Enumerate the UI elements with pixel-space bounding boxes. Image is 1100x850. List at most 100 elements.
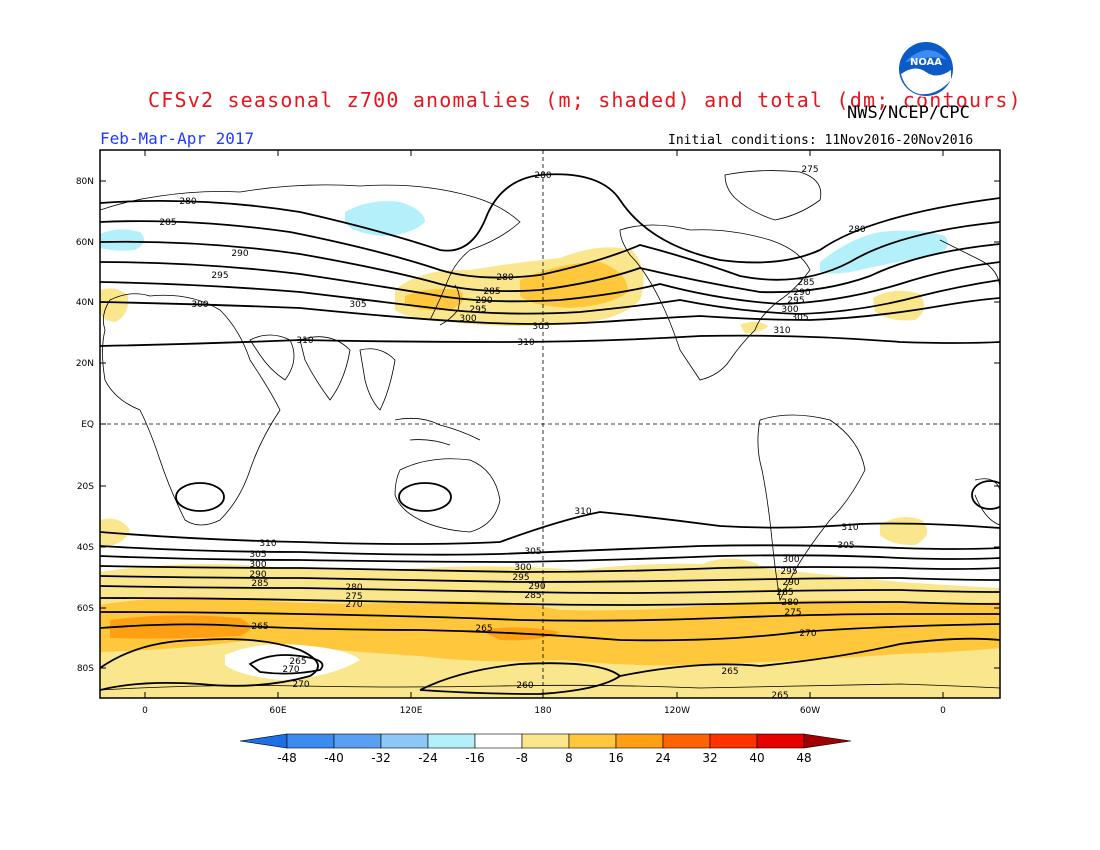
colorbar-segment bbox=[709, 733, 758, 749]
contour-label: 280 bbox=[496, 273, 513, 283]
colorbar-label: -40 bbox=[324, 751, 344, 765]
colorbar-segment bbox=[474, 733, 523, 749]
contour-label: 285 bbox=[797, 278, 814, 288]
lon-label: 60W bbox=[800, 706, 820, 716]
longitude-axis: 0 60E 120E 180 120W 60W 0 bbox=[142, 150, 946, 716]
contour-label: 275 bbox=[784, 608, 801, 618]
contour-label: 285 bbox=[524, 591, 541, 601]
colorbar-segment bbox=[756, 733, 805, 749]
contour-label: 285 bbox=[251, 579, 268, 589]
contour-label: 280 bbox=[848, 225, 865, 235]
contour-label: 295 bbox=[512, 573, 529, 583]
colorbar-segment bbox=[615, 733, 664, 749]
contour-label: 310 bbox=[773, 326, 790, 336]
contour-label: 270 bbox=[282, 665, 299, 675]
contour-label: 265 bbox=[289, 657, 306, 667]
contour-label: 305 bbox=[837, 541, 854, 551]
colorbar-segment bbox=[239, 733, 288, 749]
colorbar-segment bbox=[380, 733, 429, 749]
contour-label: 280 bbox=[345, 583, 362, 593]
season-label: Feb-Mar-Apr 2017 bbox=[100, 129, 255, 148]
colorbar-label: -16 bbox=[465, 751, 485, 765]
contour-label: 275 bbox=[801, 165, 818, 175]
contour-label: 290 bbox=[782, 578, 799, 588]
colorbar-label: 16 bbox=[608, 751, 623, 765]
contour-label: 270 bbox=[292, 680, 309, 690]
initial-conditions-label: Initial conditions: 11Nov2016-20Nov2016 bbox=[668, 133, 974, 148]
lat-label: 40N bbox=[76, 298, 94, 308]
coastlines bbox=[100, 170, 1000, 691]
colorbar-label: 48 bbox=[796, 751, 811, 765]
contour-label: 275 bbox=[345, 592, 362, 602]
lon-label: 0 bbox=[940, 706, 946, 716]
colorbar-segment bbox=[333, 733, 382, 749]
lat-label: 20N bbox=[76, 359, 94, 369]
lat-label: EQ bbox=[81, 420, 94, 430]
map-title: CFSv2 seasonal z700 anomalies (m; shaded… bbox=[148, 88, 1022, 112]
contour-label: 310 bbox=[574, 507, 591, 517]
contour-label: 300 bbox=[459, 314, 476, 324]
contour-label: 300 bbox=[191, 300, 208, 310]
lat-label: 20S bbox=[77, 482, 94, 492]
colorbar-segment bbox=[568, 733, 617, 749]
contour-label: 305 bbox=[791, 313, 808, 323]
contour-label: 305 bbox=[249, 550, 266, 560]
contour-label: 265 bbox=[721, 667, 738, 677]
contour-label: 265 bbox=[771, 691, 788, 701]
contour-label: 285 bbox=[776, 588, 793, 598]
contour-label: 300 bbox=[781, 305, 798, 315]
lon-label: 120W bbox=[664, 706, 690, 716]
contour-label: 310 bbox=[517, 338, 534, 348]
lon-label: 60E bbox=[269, 706, 286, 716]
colorbar-segment bbox=[662, 733, 711, 749]
contour-label: 310 bbox=[259, 539, 276, 549]
colorbar-segment bbox=[521, 733, 570, 749]
contour-label: 285 bbox=[483, 287, 500, 297]
colorbar-segment bbox=[427, 733, 476, 749]
colorbar-label: -32 bbox=[371, 751, 391, 765]
contour-label: 290 bbox=[231, 249, 248, 259]
contour-label: 295 bbox=[211, 271, 228, 281]
height-contours bbox=[100, 173, 1000, 695]
org-label: NWS/NCEP/CPC bbox=[847, 103, 970, 123]
contour-label: 265 bbox=[475, 624, 492, 634]
colorbar-label: -8 bbox=[516, 751, 528, 765]
noaa-logo-text: NOAA bbox=[910, 57, 942, 68]
reference-lines bbox=[100, 150, 1000, 698]
contour-label: 305 bbox=[532, 322, 549, 332]
colorbar-label: 32 bbox=[702, 751, 717, 765]
colorbar: -48 -40 -32 -24 -16 -8 8 16 24 32 40 48 bbox=[239, 733, 852, 765]
contour-label: 305 bbox=[524, 547, 541, 557]
contour-label: 290 bbox=[793, 288, 810, 298]
contour-label: 290 bbox=[249, 570, 266, 580]
contour-label: 295 bbox=[469, 305, 486, 315]
lat-label: 60N bbox=[76, 238, 94, 248]
lon-label: 0 bbox=[142, 706, 148, 716]
colorbar-label: 40 bbox=[749, 751, 764, 765]
contour-label: 300 bbox=[782, 555, 799, 565]
contour-label: 290 bbox=[528, 582, 545, 592]
contour-label: 300 bbox=[514, 563, 531, 573]
contour-label: 280 bbox=[179, 197, 196, 207]
contour-label: 310 bbox=[841, 523, 858, 533]
contour-label: 295 bbox=[787, 296, 804, 306]
colorbar-label: 24 bbox=[655, 751, 670, 765]
lat-label: 60S bbox=[77, 604, 94, 614]
contour-label: 290 bbox=[475, 296, 492, 306]
colorbar-label: -24 bbox=[418, 751, 438, 765]
contour-label: 280 bbox=[781, 598, 798, 608]
contour-label: 265 bbox=[251, 622, 268, 632]
contour-label: 270 bbox=[799, 629, 816, 639]
lon-label: 120E bbox=[400, 706, 423, 716]
colorbar-segment bbox=[803, 733, 852, 749]
lat-label: 80N bbox=[76, 177, 94, 187]
lat-label: 80S bbox=[77, 664, 94, 674]
contour-label: 270 bbox=[345, 600, 362, 610]
colorbar-label: -48 bbox=[277, 751, 297, 765]
contour-label: 300 bbox=[249, 560, 266, 570]
anomaly-shading bbox=[100, 201, 1000, 698]
contour-label: 260 bbox=[516, 681, 533, 691]
lat-label: 40S bbox=[77, 543, 94, 553]
contour-label: 305 bbox=[349, 300, 366, 310]
lon-label: 180 bbox=[534, 706, 551, 716]
